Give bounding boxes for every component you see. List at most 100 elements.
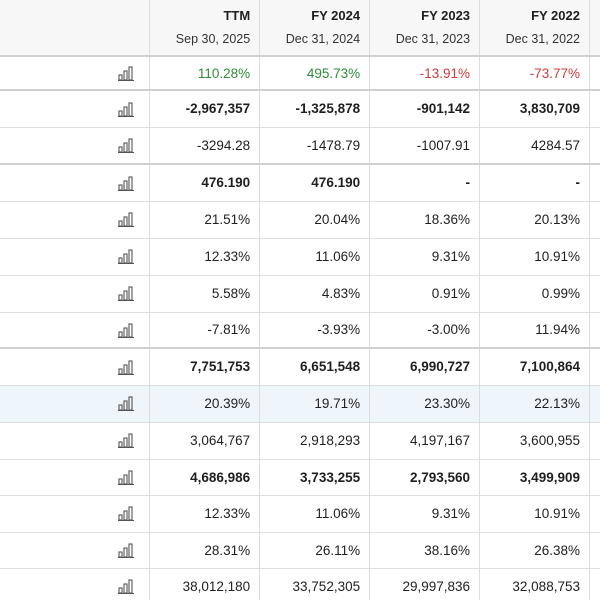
column-date: Dec 31, 2024: [285, 32, 361, 46]
table-cell: 3,733,255: [259, 459, 371, 496]
table-cell: [589, 385, 600, 423]
column-header-ttm[interactable]: TTM Sep 30, 2025: [149, 0, 261, 57]
table-cell: [589, 312, 600, 349]
column-header-fy2024[interactable]: FY 2024 Dec 31, 2024: [259, 0, 371, 57]
table-cell: -: [479, 164, 590, 202]
table-row: -7.81% -3.93% -3.00% 11.94%: [0, 312, 600, 349]
table-cell: 12.33%: [149, 238, 261, 276]
table-cell: 2: [589, 422, 600, 460]
chart-button[interactable]: [0, 201, 151, 239]
table-cell: 4,686,986: [149, 459, 261, 496]
table-cell: -73.77%: [479, 56, 590, 91]
table-cell: 6,651,548: [259, 348, 371, 386]
chart-button[interactable]: [0, 164, 151, 202]
table-cell: 29,997,836: [369, 568, 481, 600]
chart-button[interactable]: [0, 275, 151, 313]
bar-chart-icon: [118, 138, 135, 154]
table-cell: 9.31%: [369, 238, 481, 276]
table-cell: 38.16%: [369, 532, 481, 569]
table-cell: -13.91%: [369, 56, 481, 91]
bar-chart-icon: [118, 212, 135, 228]
bar-chart-icon: [118, 543, 135, 558]
chart-button[interactable]: [0, 495, 151, 533]
table-body: 110.28% 495.73% -13.91% -73.77% -2,967,357 -1…: [0, 56, 600, 600]
table-row: 28.31% 26.11% 38.16% 26.38%: [0, 532, 600, 569]
bar-chart-icon: [118, 579, 135, 595]
chart-button[interactable]: [0, 385, 151, 423]
bar-chart-icon: [118, 102, 135, 117]
table-cell: 4284.57: [479, 127, 590, 165]
table-cell: [589, 238, 600, 276]
table-row: 476.190 476.190- -: [0, 164, 600, 202]
table-cell: 28: [589, 568, 600, 600]
table-cell: 6,990,727: [369, 348, 481, 386]
table-cell: 28.31%: [149, 532, 261, 569]
table-cell: 11.06%: [259, 238, 371, 276]
table-cell: 11.94%: [479, 312, 590, 349]
table-cell: 2,918,293: [259, 422, 371, 460]
table-cell: 21.51%: [149, 201, 261, 239]
column-period: FY 2024: [311, 8, 361, 23]
table-cell: -3294.28: [149, 127, 261, 165]
table-cell: 26.38%: [479, 532, 590, 569]
chart-button[interactable]: [0, 532, 151, 569]
table-cell: 3,064,767: [149, 422, 261, 460]
bar-chart-icon: [118, 396, 135, 412]
table-cell: -901,142: [369, 90, 481, 128]
chart-button[interactable]: [0, 90, 151, 128]
table-cell: 2,793,560: [369, 459, 481, 496]
column-date: De: [590, 25, 600, 40]
table-cell: 2: [589, 459, 600, 496]
header-label-column: [0, 0, 151, 57]
table-cell: 476.190: [149, 164, 261, 202]
column-period: TTM: [223, 8, 251, 23]
bar-chart-icon: [118, 66, 135, 81]
table-cell: -1,325,878: [259, 90, 371, 128]
table-cell: 5.58%: [149, 275, 261, 313]
chart-button[interactable]: [0, 312, 151, 349]
bar-chart-icon: [118, 360, 135, 375]
header-row: TTM Sep 30, 2025 FY 2024 Dec 31, 2024 FY…: [0, 0, 600, 57]
column-header-fy2023[interactable]: FY 2023 Dec 31, 2023: [369, 0, 481, 57]
column-date: Sep 30, 2025: [175, 32, 251, 46]
chart-button[interactable]: [0, 238, 151, 276]
table-cell: 4,197,167: [369, 422, 481, 460]
table-cell: 7,100,864: [479, 348, 590, 386]
chart-button[interactable]: [0, 422, 151, 460]
column-header-fy2022[interactable]: FY 2022 Dec 31, 2022: [479, 0, 590, 57]
column-date: Dec 31, 2022: [505, 32, 580, 46]
table-cell: -3.00%: [369, 312, 481, 349]
chart-button[interactable]: [0, 568, 151, 600]
chart-button[interactable]: [0, 348, 151, 386]
table-cell: [589, 532, 600, 569]
table-cell: -1478.79: [259, 127, 371, 165]
table-cell: 9.31%: [369, 495, 481, 533]
table-cell: [589, 164, 600, 202]
table-cell: [589, 275, 600, 313]
table-cell: -10: [589, 90, 600, 128]
table-cell: -: [369, 164, 481, 202]
bar-chart-icon: [118, 433, 135, 449]
bar-chart-icon: [118, 506, 135, 522]
table-cell: -: [589, 127, 600, 165]
table-cell: -3.93%: [259, 312, 371, 349]
bar-chart-icon: [118, 323, 135, 338]
table-cell: 3,499,909: [479, 459, 590, 496]
bar-chart-icon: [118, 176, 135, 191]
table-cell: 12.33%: [149, 495, 261, 533]
table-cell: 4.83%: [259, 275, 371, 313]
table-cell: 3,600,955: [479, 422, 590, 460]
table-cell: 20.13%: [479, 201, 590, 239]
table-row: 20.39% 19.71% 23.30% 22.13%: [0, 385, 600, 423]
chart-button[interactable]: [0, 127, 151, 165]
column-header-fy2021[interactable]: De: [589, 0, 600, 57]
chart-button[interactable]: [0, 459, 151, 496]
table-cell: 20.04%: [259, 201, 371, 239]
table-cell: [589, 495, 600, 533]
chart-button[interactable]: [0, 56, 151, 91]
table-row: 12.33% 11.06% 9.31% 10.91%: [0, 238, 600, 276]
